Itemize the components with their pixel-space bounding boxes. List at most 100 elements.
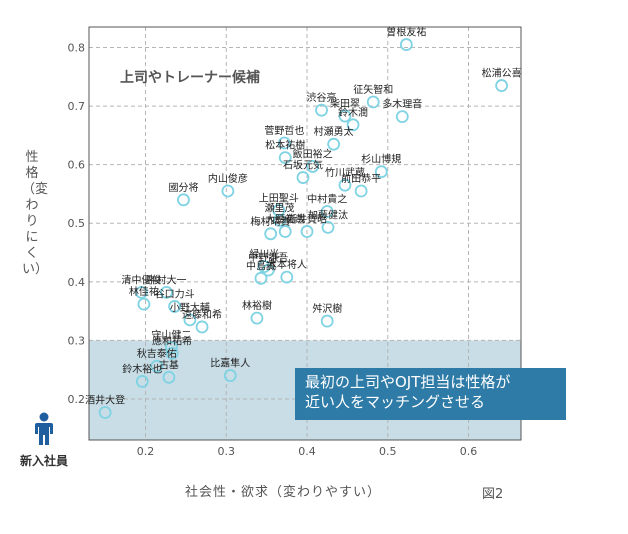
point-label: 上田聖斗 [259, 192, 299, 204]
point-label: 前田恭平 [341, 172, 381, 185]
point-label: 新井賀昭 [287, 212, 327, 225]
data-point [366, 95, 380, 109]
callout-line-2: 近い人をマッチングさせる [305, 393, 486, 411]
point-label: 大腰祐哉 [265, 212, 305, 225]
newcomer-marker: 新入社員 [12, 412, 76, 469]
data-point [399, 38, 413, 51]
point-label: 中島誠 [246, 259, 276, 272]
data-point [261, 263, 275, 277]
region-label: 上司やトレーナー候補 [120, 69, 260, 86]
data-point [280, 270, 294, 284]
point-label: 中村貴之 [307, 193, 347, 206]
y-tick-label: 0.4 [68, 276, 86, 289]
data-point [320, 314, 334, 328]
point-label: 谷口力斗 [155, 287, 195, 300]
point-label: 菅野哲也 [264, 124, 304, 137]
point-label: 比嘉隼人 [210, 357, 250, 370]
point-label: 清中優俊 [121, 273, 161, 286]
point-label: 應和祐希 [152, 334, 192, 347]
point-label: 林裕樹 [242, 299, 272, 312]
y-tick-label: 0.3 [68, 334, 86, 347]
data-point [221, 184, 235, 198]
y-tick-label: 0.8 [68, 42, 86, 55]
point-label: 加藤健汰 [308, 208, 348, 221]
point-label: 多木理音 [382, 98, 422, 111]
data-point [327, 137, 341, 151]
point-label: 渋谷亮 [307, 91, 337, 104]
point-label: 瀬里茂 [265, 201, 295, 214]
data-point [495, 79, 509, 92]
data-point [160, 285, 173, 299]
newcomer-label: 新入社員 [19, 454, 68, 468]
x-tick-label: 0.5 [379, 445, 397, 458]
point-label: 柴田翠 [330, 97, 360, 110]
point-label: 曽根友祐 [386, 26, 426, 39]
person-icon [35, 412, 53, 445]
data-point [254, 271, 268, 285]
data-point [177, 193, 190, 207]
data-point [278, 151, 292, 165]
point-label: 古基 [159, 358, 179, 371]
data-point [395, 110, 409, 124]
data-point [296, 171, 310, 184]
point-label: 征矢智和 [353, 83, 393, 96]
y-tick-label: 0.7 [68, 100, 86, 113]
data-point [168, 300, 181, 313]
point-label: 梅村晴貴 [251, 215, 291, 228]
data-point [315, 103, 328, 117]
data-point [300, 225, 314, 238]
data-point [338, 109, 352, 123]
data-point [338, 178, 352, 192]
x-tick-label: 0.6 [460, 445, 478, 458]
point-label: 守山健二 [151, 328, 191, 341]
data-point [150, 359, 164, 373]
data-point [223, 369, 237, 382]
y-axis-title: 性格（変わりにくい） [22, 150, 49, 277]
point-label: 舛沢樹 [312, 302, 342, 315]
data-point [162, 370, 176, 384]
point-label: 國分将 [168, 182, 198, 194]
point-label: 小野大輔 [170, 301, 210, 314]
data-point [98, 406, 112, 419]
data-point [320, 205, 334, 218]
y-tick-label: 0.2 [68, 393, 86, 406]
point-label: 中村大一 [147, 273, 187, 286]
data-point [137, 297, 151, 311]
data-point [135, 375, 149, 388]
y-tick-label: 0.5 [68, 217, 86, 230]
data-point [165, 346, 179, 360]
data-point [135, 285, 148, 299]
data-point [257, 260, 271, 273]
x-tick-label: 0.2 [137, 445, 155, 458]
point-label: 松本祐樹 [265, 139, 305, 152]
point-label: 中野謙吾 [248, 251, 288, 264]
point-label: 杉山博規 [361, 153, 401, 166]
data-point [273, 213, 286, 227]
annotation-callout: 最初の上司やOJT担当は性格が 近い人をマッチングさせる [295, 368, 566, 420]
data-point [278, 225, 292, 238]
data-point [195, 320, 209, 334]
data-point [306, 160, 320, 173]
x-tick-label: 0.4 [298, 445, 316, 458]
point-label: 内山俊彦 [208, 172, 248, 185]
data-point [183, 313, 197, 327]
point-label: 遠藤和希 [182, 308, 222, 321]
point-label: 秋吉泰佑 [137, 347, 177, 360]
data-point [264, 227, 278, 241]
x-axis-title: 社会性・欲求（変わりやすい） [185, 484, 381, 500]
data-point [374, 165, 388, 179]
data-point [250, 311, 264, 325]
point-label: 酒井大登 [85, 393, 125, 406]
data-point [278, 136, 291, 150]
data-point [346, 118, 360, 132]
data-point [321, 220, 335, 234]
point-label: 松浦公喜 [482, 67, 522, 80]
data-point [272, 203, 286, 217]
figure-label: 図2 [482, 487, 504, 502]
point-label: 竹川武蔵 [325, 166, 365, 179]
point-label: 林佳祐 [129, 285, 159, 298]
plot-frame [88, 26, 522, 441]
point-label: 村瀬勇太 [314, 125, 354, 138]
data-point [354, 184, 368, 198]
